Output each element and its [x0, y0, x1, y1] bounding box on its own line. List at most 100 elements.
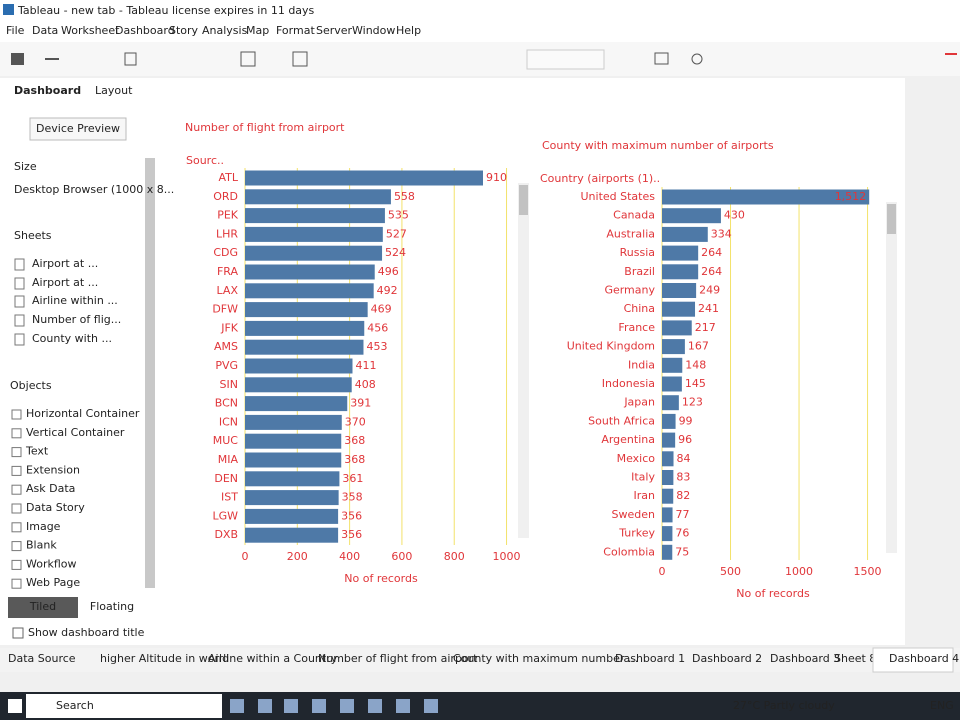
clear-icon[interactable] [292, 51, 308, 67]
category-label[interactable]: LGW [212, 509, 238, 522]
category-label[interactable]: South Africa [588, 414, 655, 427]
category-label[interactable]: JFK [220, 321, 239, 334]
taskbar-app[interactable] [368, 699, 382, 713]
sheet-tab[interactable]: Number of flight from airport [318, 652, 478, 665]
category-label[interactable]: SIN [220, 378, 238, 391]
category-label[interactable]: Turkey [618, 527, 655, 540]
bar[interactable] [662, 189, 870, 205]
sheet-tab[interactable]: higher Altitude in world [100, 652, 229, 665]
presentation-icon[interactable] [654, 52, 669, 65]
category-label[interactable]: IST [221, 491, 238, 504]
category-label[interactable]: ATL [218, 171, 238, 184]
bar[interactable] [662, 245, 699, 261]
taskbar-app[interactable] [284, 699, 298, 713]
taskbar-app[interactable] [424, 699, 438, 713]
sheet-tab[interactable]: Dashboard 1 [615, 652, 685, 665]
show-me-icon[interactable] [945, 53, 957, 55]
menu-item[interactable]: Analysis [202, 24, 248, 37]
bar[interactable] [662, 507, 673, 523]
home-icon[interactable] [11, 53, 24, 65]
menu-item[interactable]: Worksheet [61, 24, 120, 37]
bar[interactable] [662, 320, 692, 336]
bar[interactable] [662, 413, 676, 429]
menu-item[interactable]: Data [32, 24, 58, 37]
menu-item[interactable]: Dashboard [115, 24, 175, 37]
category-label[interactable]: China [624, 302, 655, 315]
object-item[interactable]: Vertical Container [26, 426, 125, 439]
bar[interactable] [245, 508, 339, 524]
menu-item[interactable]: Format [276, 24, 315, 37]
bar[interactable] [245, 170, 483, 186]
category-label[interactable]: India [628, 358, 655, 371]
category-label[interactable]: ICN [219, 415, 238, 428]
category-label[interactable]: ORD [213, 190, 238, 203]
sheet-tab[interactable]: County with maximum number ... [453, 652, 638, 665]
object-item[interactable]: Text [25, 445, 49, 458]
category-label[interactable]: DFW [212, 303, 238, 316]
object-item[interactable]: Horizontal Container [26, 407, 140, 420]
checkbox-label[interactable]: Show dashboard title [28, 626, 145, 639]
save-icon[interactable] [124, 52, 137, 66]
bar[interactable] [662, 376, 682, 392]
fit-dropdown[interactable] [526, 49, 605, 70]
bar[interactable] [245, 471, 340, 487]
bar[interactable] [662, 451, 674, 467]
category-label[interactable]: Argentina [601, 433, 655, 446]
layout-mode[interactable]: Tiled [29, 600, 56, 613]
object-item[interactable]: Ask Data [26, 482, 75, 495]
chart-scrollbar[interactable] [518, 183, 529, 538]
start-button[interactable] [8, 699, 22, 713]
bar[interactable] [245, 396, 348, 412]
category-label[interactable]: Russia [620, 246, 655, 259]
object-item[interactable]: Web Page [26, 576, 80, 589]
search-box[interactable] [26, 694, 222, 718]
bar[interactable] [245, 358, 353, 374]
bar[interactable] [662, 526, 673, 542]
taskbar-app[interactable] [312, 699, 326, 713]
bar[interactable] [662, 544, 673, 560]
bar[interactable] [662, 395, 679, 411]
category-label[interactable]: MUC [213, 434, 239, 447]
category-label[interactable]: Colombia [603, 545, 655, 558]
sidebar-tab[interactable]: Dashboard [14, 84, 81, 97]
bar[interactable] [662, 208, 721, 224]
category-label[interactable]: Japan [623, 396, 655, 409]
device-preview-label[interactable]: Device Preview [36, 122, 120, 135]
checkbox[interactable] [12, 627, 24, 639]
category-label[interactable]: France [618, 321, 655, 334]
bar[interactable] [662, 301, 696, 317]
weather[interactable]: 27°C Partly cloudy [733, 699, 835, 712]
category-label[interactable]: United Kingdom [567, 340, 655, 353]
category-label[interactable]: PEK [217, 209, 239, 222]
layout-mode[interactable]: Floating [90, 600, 134, 613]
menu-item[interactable]: Window [352, 24, 395, 37]
category-label[interactable]: CDG [213, 246, 238, 259]
bar[interactable] [662, 283, 697, 298]
bar[interactable] [662, 264, 699, 280]
sheet-item[interactable]: Airport at ... [32, 276, 98, 289]
tiled-button[interactable] [8, 597, 78, 618]
sheet-item[interactable]: County with ... [32, 332, 112, 345]
category-label[interactable]: Indonesia [602, 377, 655, 390]
menu-item[interactable]: Server [316, 24, 353, 37]
bar[interactable] [662, 432, 676, 448]
sheet-item[interactable]: Number of flig... [32, 313, 121, 326]
bar[interactable] [245, 226, 383, 242]
menu-item[interactable]: Story [169, 24, 199, 37]
menu-item[interactable]: Help [396, 24, 421, 37]
sheet-item[interactable]: Airport at ... [32, 257, 98, 270]
category-label[interactable]: BCN [215, 397, 238, 410]
bar[interactable] [245, 189, 391, 205]
bar[interactable] [662, 226, 708, 242]
sheet-tab[interactable]: Sheet 8 [834, 652, 876, 665]
bar[interactable] [245, 527, 339, 543]
taskbar-app[interactable] [258, 699, 272, 713]
category-label[interactable]: AMS [214, 340, 238, 353]
chart-scrollbar[interactable] [886, 202, 897, 553]
bar[interactable] [245, 490, 339, 506]
category-label[interactable]: Australia [606, 227, 655, 240]
bar[interactable] [662, 357, 683, 373]
sidebar-scrollbar[interactable] [145, 158, 155, 588]
bar[interactable] [662, 488, 674, 504]
new-sheet-icon[interactable] [240, 51, 256, 67]
